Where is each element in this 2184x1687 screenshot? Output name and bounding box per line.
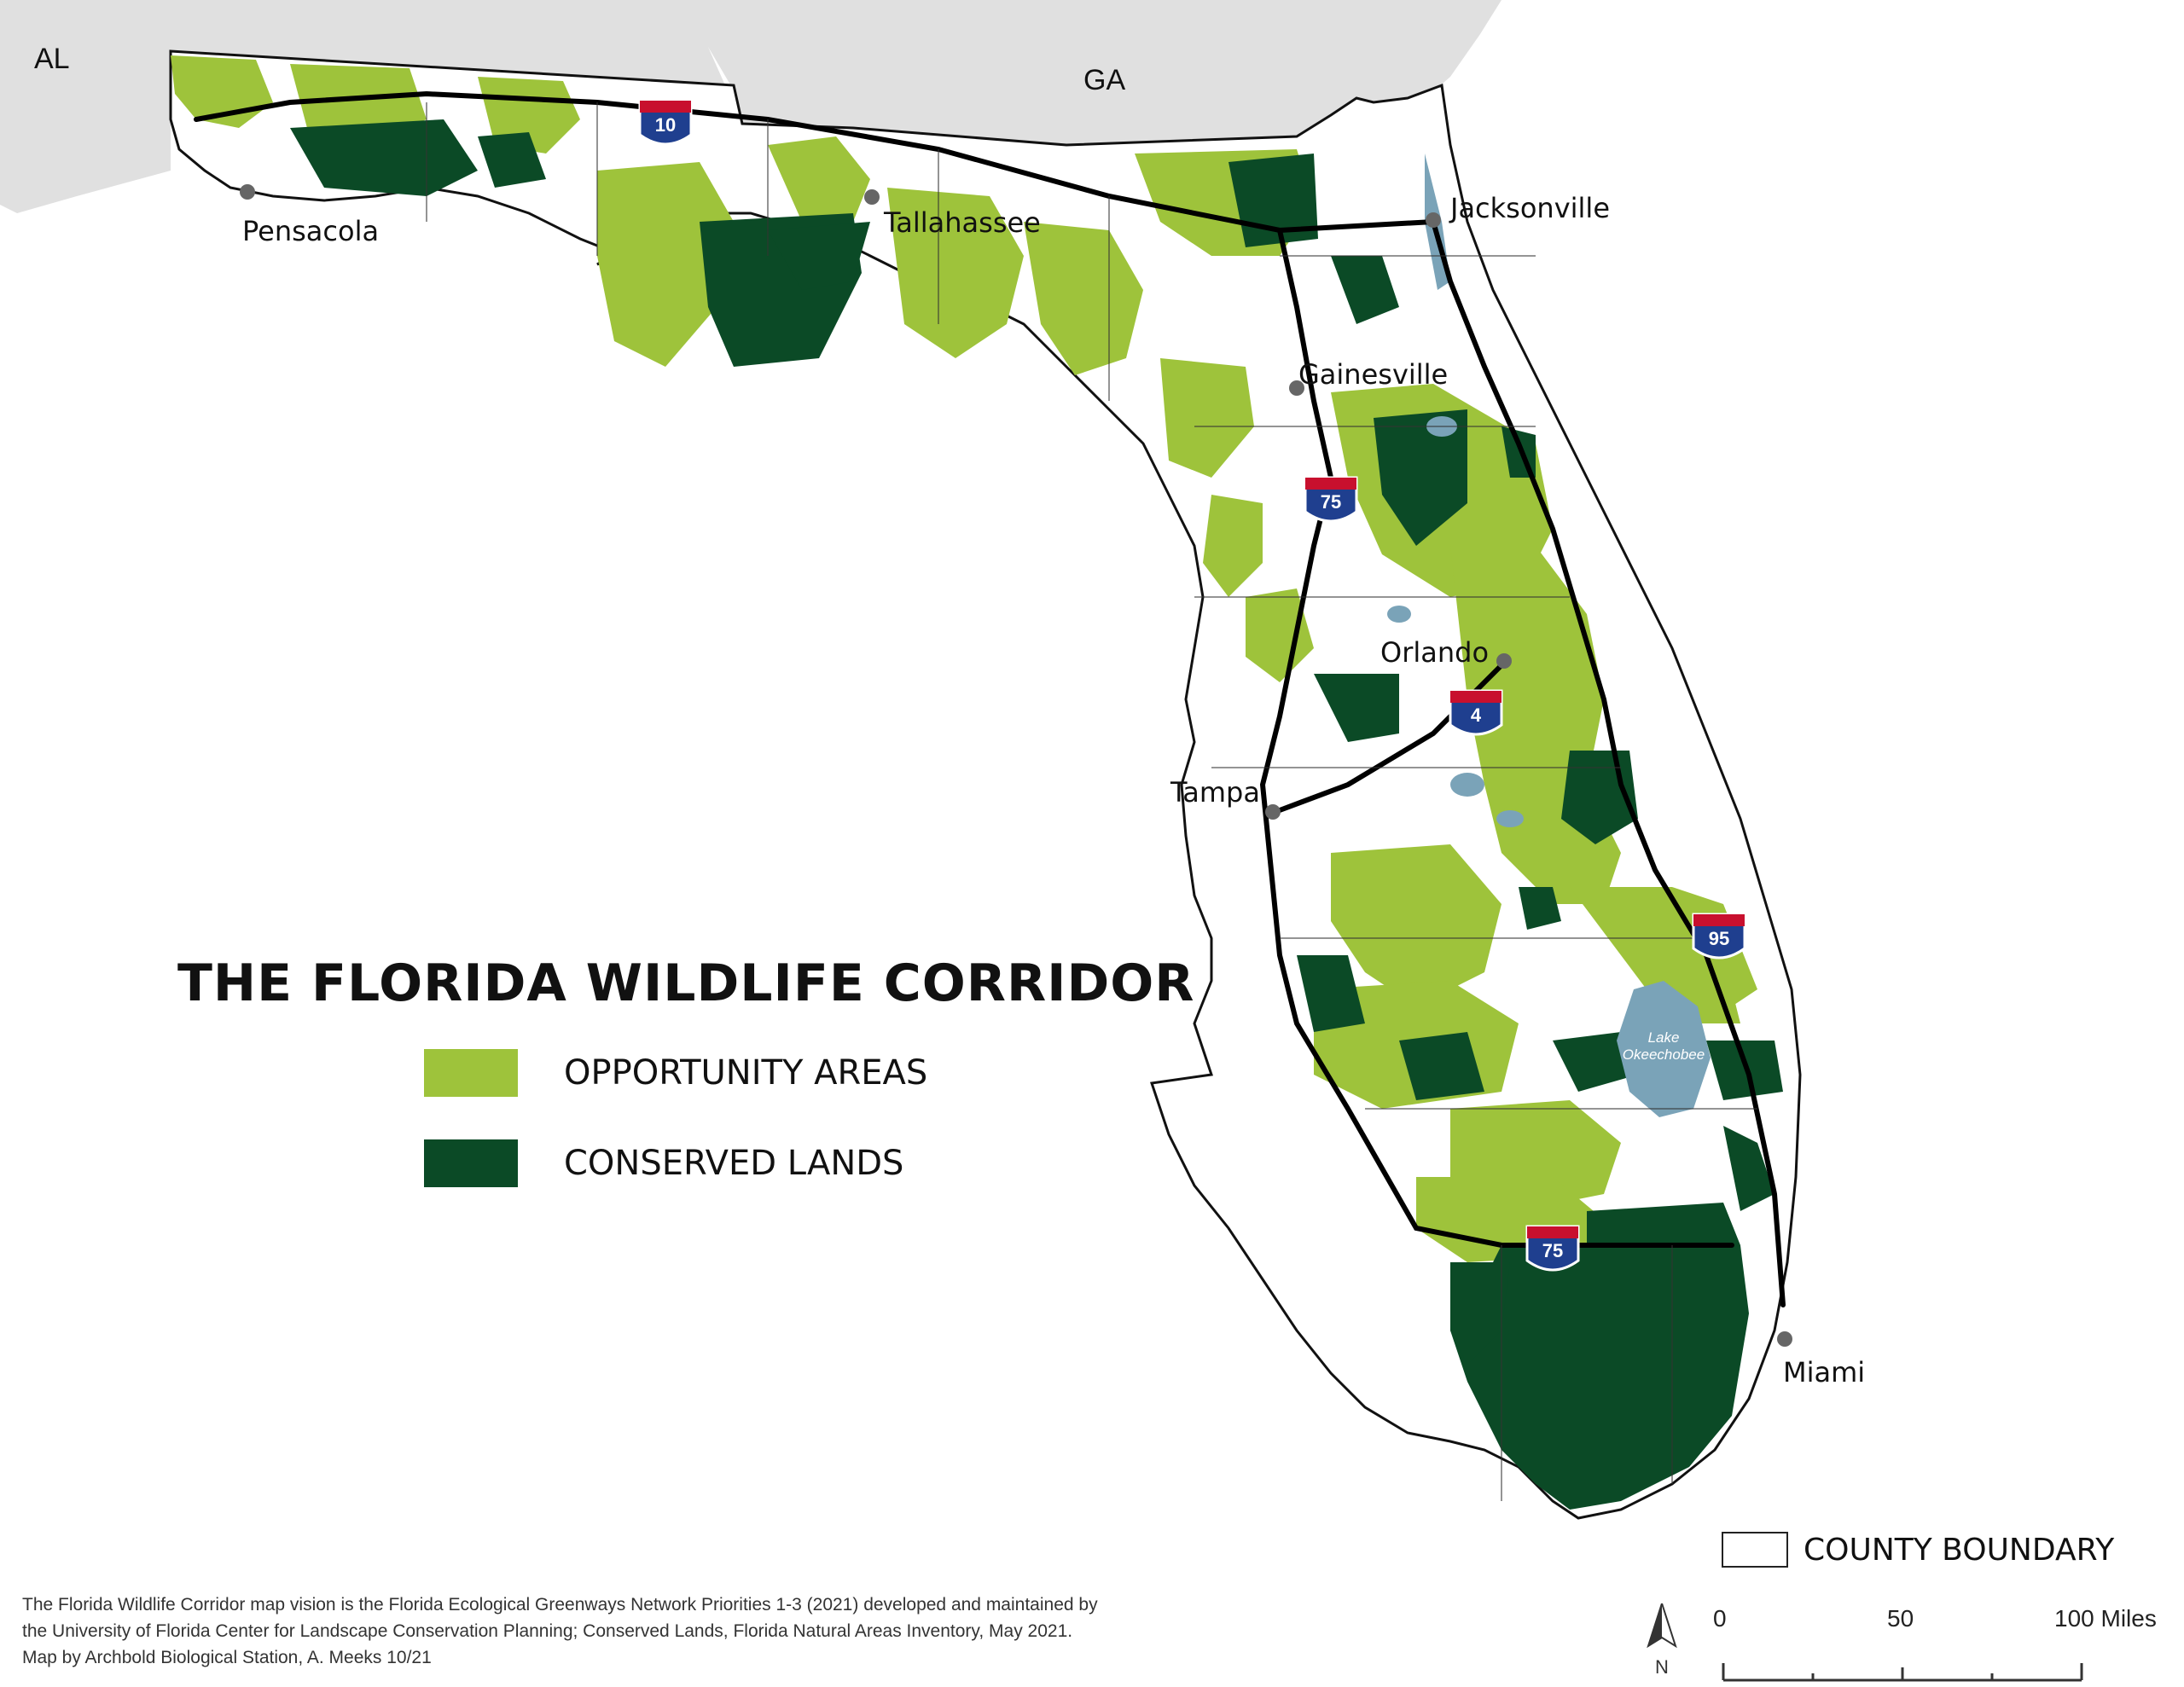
interstate-10-shield: 10: [638, 99, 693, 146]
svg-text:75: 75: [1321, 491, 1341, 513]
lake-okeechobee: [1617, 981, 1711, 1117]
svg-text:N: N: [1655, 1656, 1669, 1678]
lake-label-line2: Okeechobee: [1623, 1046, 1705, 1063]
county-boundary-swatch: [1722, 1532, 1788, 1568]
interstate-4-shield: 4: [1449, 689, 1503, 736]
city-label-gainesville: Gainesville: [1298, 358, 1448, 391]
credit-line-2: the University of Florida Center for Lan…: [22, 1621, 1073, 1641]
scale-bar: [1722, 1663, 2083, 1682]
map-title: THE FLORIDA WILDLIFE CORRIDOR: [177, 954, 1195, 1013]
credit-line-1: The Florida Wildlife Corridor map vision…: [22, 1595, 1098, 1615]
georgia-area: [708, 0, 1489, 145]
gainesville-marker: [1289, 380, 1304, 396]
interstate-95-shield: 95: [1692, 913, 1746, 959]
city-label-jacksonville: Jacksonville: [1449, 192, 1610, 224]
jacksonville-marker: [1426, 212, 1441, 228]
interstate-75-north-shield: 75: [1304, 476, 1358, 523]
conserved-label: CONSERVED LANDS: [564, 1144, 904, 1183]
scale-tick-50: 50: [1887, 1605, 1914, 1632]
county-boundaries: [426, 102, 1757, 1501]
opportunity-swatch: [424, 1049, 518, 1097]
legend-opportunity: OPPORTUNITY AREAS: [424, 1049, 927, 1097]
city-labels: Pensacola Tallahassee Jacksonville Gaine…: [242, 192, 1865, 1388]
map-credits: The Florida Wildlife Corridor map vision…: [22, 1591, 1302, 1671]
opportunity-label: OPPORTUNITY AREAS: [564, 1053, 928, 1093]
conserved-swatch: [424, 1139, 518, 1187]
svg-text:95: 95: [1709, 928, 1729, 949]
pensacola-marker: [240, 184, 255, 200]
lake-label-line1: Lake: [1648, 1029, 1680, 1046]
city-label-tallahassee: Tallahassee: [883, 206, 1041, 239]
credit-line-3: Map by Archbold Biological Station, A. M…: [22, 1648, 432, 1667]
legend-county-boundary: COUNTY BOUNDARY: [1722, 1532, 2114, 1568]
miami-marker: [1777, 1331, 1792, 1347]
conserved-lands: [290, 119, 1783, 1510]
svg-text:75: 75: [1542, 1240, 1563, 1261]
svg-text:4: 4: [1471, 704, 1482, 726]
state-label-ga: GA: [1083, 64, 1125, 96]
north-arrow-icon: N: [1647, 1603, 1677, 1678]
city-label-orlando: Orlando: [1380, 636, 1489, 669]
city-label-miami: Miami: [1783, 1356, 1865, 1388]
scale-tick-100: 100 Miles: [2054, 1605, 2157, 1632]
orlando-marker: [1496, 653, 1512, 669]
state-label-al: AL: [34, 43, 70, 75]
county-boundary-label: COUNTY BOUNDARY: [1804, 1532, 2115, 1568]
city-label-tampa: Tampa: [1170, 776, 1260, 809]
tallahassee-marker: [864, 189, 880, 205]
interstate-75-south-shield: 75: [1525, 1225, 1580, 1272]
svg-text:10: 10: [655, 114, 676, 136]
tampa-marker: [1265, 804, 1281, 820]
scale-tick-0: 0: [1713, 1605, 1727, 1632]
city-markers: [240, 184, 1792, 1347]
legend-conserved: CONSERVED LANDS: [424, 1139, 903, 1187]
city-label-pensacola: Pensacola: [242, 215, 379, 247]
